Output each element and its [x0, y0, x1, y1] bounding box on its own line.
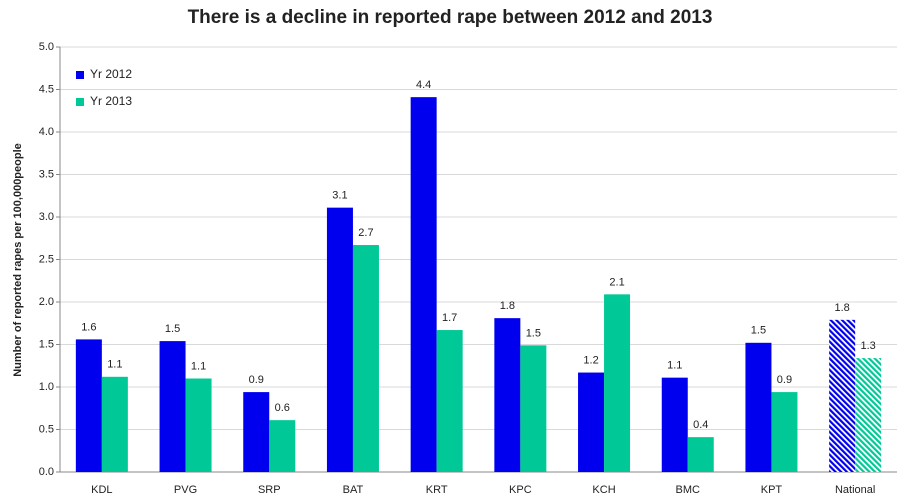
y-axis-label: Number of reported rapes per 100,000peop… [12, 143, 24, 377]
value-label: 4.4 [416, 79, 431, 91]
value-label: 0.4 [693, 419, 708, 431]
legend-label: Yr 2013 [90, 94, 132, 108]
bar [436, 330, 463, 472]
value-label: 1.5 [526, 327, 541, 339]
y-tick-label: 3.0 [39, 211, 54, 223]
x-tick-label: KPC [509, 484, 532, 496]
legend-swatch [76, 98, 84, 106]
value-label: 2.1 [609, 276, 624, 288]
value-label: 1.2 [583, 354, 598, 366]
x-tick-label: BMC [676, 484, 701, 496]
value-label: 0.9 [249, 374, 264, 386]
bar [745, 342, 772, 472]
bar [855, 358, 882, 472]
bar [185, 378, 212, 472]
value-label: 1.5 [751, 325, 766, 337]
bar [269, 420, 296, 472]
bar [494, 318, 521, 472]
bar [159, 341, 186, 472]
chart-title: There is a decline in reported rape betw… [188, 7, 713, 28]
bar [243, 392, 270, 472]
bar [661, 377, 688, 472]
x-tick-label: BAT [343, 484, 364, 496]
y-tick-label: 0.5 [39, 423, 54, 435]
value-label: 1.1 [667, 360, 682, 372]
y-tick-label: 2.0 [39, 296, 54, 308]
bar [520, 345, 547, 472]
bar [101, 376, 128, 472]
value-label: 1.7 [442, 312, 457, 324]
y-tick-label: 0.0 [39, 466, 54, 478]
y-tick-label: 4.5 [39, 83, 54, 95]
value-label: 1.8 [835, 302, 850, 314]
y-tick-label: 3.5 [39, 168, 54, 180]
y-tick-label: 4.0 [39, 126, 54, 138]
value-label: 1.3 [861, 340, 876, 352]
bar [75, 339, 102, 472]
bar [829, 319, 856, 472]
x-tick-label: PVG [174, 484, 197, 496]
x-tick-label: SRP [258, 484, 281, 496]
bar [326, 207, 353, 472]
value-label: 1.6 [81, 321, 96, 333]
legend-label: Yr 2012 [90, 67, 132, 81]
value-label: 1.5 [165, 323, 180, 335]
value-label: 1.8 [500, 300, 515, 312]
x-tick-label: KPT [761, 484, 783, 496]
y-tick-label: 1.5 [39, 338, 54, 350]
y-tick-label: 5.0 [39, 41, 54, 53]
x-tick-label: KDL [91, 484, 112, 496]
value-label: 3.1 [332, 190, 347, 202]
value-label: 0.6 [275, 402, 290, 414]
y-tick-label: 1.0 [39, 381, 54, 393]
x-tick-label: KCH [592, 484, 615, 496]
x-tick-label: KRT [426, 484, 448, 496]
value-label: 0.9 [777, 374, 792, 386]
bar [687, 437, 714, 472]
value-label: 2.7 [358, 227, 373, 239]
legend-swatch [76, 71, 84, 79]
y-tick-label: 2.5 [39, 253, 54, 265]
bar [578, 372, 605, 472]
bar [604, 294, 631, 472]
x-tick-label: National [835, 484, 875, 496]
value-label: 1.1 [107, 359, 122, 371]
bar [410, 97, 437, 473]
bar [771, 392, 798, 472]
bar [352, 245, 379, 472]
value-label: 1.1 [191, 360, 206, 372]
